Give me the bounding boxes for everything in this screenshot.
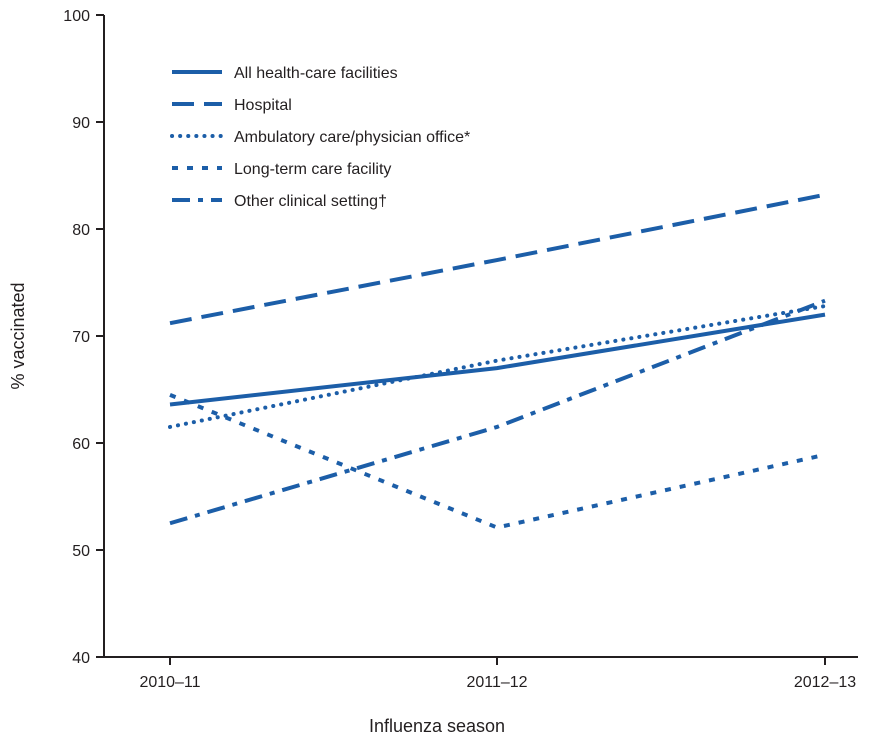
series-line <box>168 304 827 429</box>
y-tick-label: 70 <box>72 329 90 346</box>
legend-label: Other clinical setting† <box>234 193 387 210</box>
legend-label: Ambulatory care/physician office* <box>234 129 470 146</box>
legend-label: Long-term care facility <box>234 161 391 178</box>
series-line <box>169 312 826 407</box>
x-axis-label: Influenza season <box>369 716 505 736</box>
series-line <box>169 192 826 326</box>
y-tick-label: 40 <box>72 650 90 667</box>
legend-label: All health-care facilities <box>234 65 398 82</box>
y-axis-label: % vaccinated <box>8 282 28 389</box>
series-line <box>169 392 826 530</box>
y-tick-label: 80 <box>72 222 90 239</box>
y-tick-label: 100 <box>63 8 90 25</box>
x-tick-label: 2012–13 <box>794 674 856 691</box>
y-tick-label: 60 <box>72 436 90 453</box>
x-tick-label: 2011–12 <box>466 674 527 691</box>
x-tick-label: 2010–11 <box>139 674 200 691</box>
series-line <box>169 298 826 526</box>
legend-label: Hospital <box>234 97 292 114</box>
y-tick-label: 50 <box>72 543 90 560</box>
y-tick-label: 90 <box>72 115 90 132</box>
